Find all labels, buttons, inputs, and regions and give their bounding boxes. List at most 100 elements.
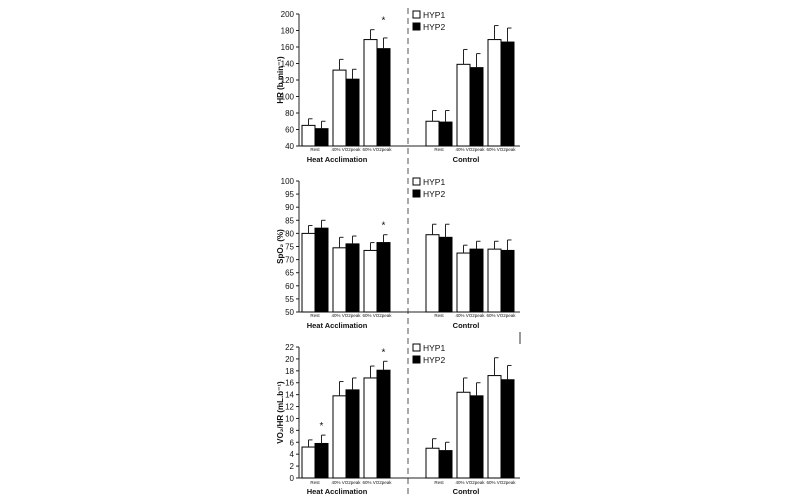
chart-panel-3: 0 2 4 6 8 10 12 14 16 18 20 22 VO₂/HR (mL.b⁻¹) Rest 40… [276,343,520,496]
group-label: Control [453,487,480,496]
y-axis-title: SpO₂ (%) [276,229,285,264]
bar-hyp2 [438,236,453,313]
x-tick-label: Rest [310,480,320,485]
y-tick-label: 80 [285,229,294,238]
y-tick-label: 100 [281,93,295,102]
bar-hyp1 [301,124,316,147]
bar-hyp2 [376,369,391,479]
bar-hyp1 [456,391,471,479]
x-tick-label: Rest [310,147,320,152]
x-tick-label: Rest [434,147,444,152]
x-tick-label: 60% VO2peak [362,147,392,152]
chart-panel-1: 40 60 80 100 120 140 160 180 200 HR (b.min⁻¹) Rest… [276,10,520,164]
y-tick-label: 4 [290,450,295,459]
legend-swatch-hyp2 [412,355,421,364]
significance-asterisk: * [382,221,386,232]
bar-hyp1 [425,120,440,147]
y-tick-label: 2 [290,462,295,471]
bar-hyp1 [456,252,471,313]
group-label: Heat Acclimation [307,321,368,330]
bar-hyp1 [456,63,471,147]
bar-hyp2 [376,242,391,313]
legend-label: HYP2 [423,189,445,199]
bar-hyp2 [500,41,515,147]
y-tick-label: 0 [290,474,295,483]
group-label: Control [453,155,480,164]
y-tick-label: 55 [285,295,294,304]
bar-hyp1 [363,249,378,313]
y-tick-label: 75 [285,243,294,252]
x-tick-label: 60% VO2peak [362,313,392,318]
significance-asterisk: * [382,347,386,358]
significance-asterisk: * [382,16,386,27]
y-tick-label: 70 [285,256,294,265]
x-tick-label: 60% VO2peak [362,480,392,485]
significance-asterisk: * [320,421,324,432]
y-tick-label: 40 [285,142,294,151]
y-tick-label: 12 [285,403,294,412]
x-tick-label: 60% VO2peak [486,480,516,485]
x-tick-label: 40% VO2peak [331,147,361,152]
x-tick-label: 60% VO2peak [486,147,516,152]
y-tick-label: 200 [281,10,295,19]
y-tick-label: 160 [281,43,295,52]
y-tick-label: 90 [285,203,294,212]
bar-hyp1 [301,446,316,479]
bar-hyp2 [469,248,484,313]
y-tick-label: 18 [285,367,294,376]
bar-hyp1 [363,377,378,479]
bar-hyp2 [314,442,329,479]
bar-hyp2 [469,395,484,479]
x-tick-label: 40% VO2peak [455,147,485,152]
y-axis-title: HR (b.min⁻¹) [276,56,285,104]
bar-hyp2 [469,67,484,147]
bar-hyp1 [332,247,347,313]
y-tick-label: 180 [281,27,295,36]
bar-hyp1 [332,395,347,479]
bar-hyp2 [314,227,329,313]
bar-hyp1 [425,447,440,479]
x-tick-label: 60% VO2peak [486,313,516,318]
y-tick-label: 85 [285,216,294,225]
legend-swatch-hyp1 [412,10,421,19]
y-tick-label: 100 [281,177,295,186]
bar-hyp2 [376,48,391,147]
y-tick-label: 8 [290,426,295,435]
y-tick-label: 50 [285,308,294,317]
y-tick-label: 95 [285,190,294,199]
y-tick-label: 22 [285,343,294,352]
legend-label: HYP1 [423,343,445,353]
group-label: Control [453,321,480,330]
legend-label: HYP1 [423,177,445,187]
group-label: Heat Acclimation [307,487,368,496]
bar-hyp1 [487,248,502,313]
legend-label: HYP1 [423,10,445,20]
legend-swatch-hyp1 [412,177,421,186]
legend-swatch-hyp2 [412,22,421,31]
group-label: Heat Acclimation [307,155,368,164]
bar-hyp2 [345,78,360,147]
x-tick-label: 40% VO2peak [331,480,361,485]
bar-hyp2 [500,249,515,313]
bar-hyp1 [363,39,378,147]
bar-hyp2 [500,379,515,479]
bar-hyp1 [332,69,347,147]
bar-hyp2 [438,450,453,479]
x-tick-label: Rest [434,313,444,318]
y-tick-label: 140 [281,60,295,69]
bar-hyp2 [438,121,453,147]
y-tick-label: 60 [285,282,294,291]
x-tick-label: Rest [310,313,320,318]
legend-label: HYP2 [423,355,445,365]
chart-panel-2: 50 55 60 65 70 75 80 85 90 95 100 SpO₂ (%) Rest 40% V… [276,177,520,330]
y-tick-label: 6 [290,438,295,447]
y-tick-label: 60 [285,126,294,135]
bar-hyp2 [345,389,360,479]
y-tick-label: 10 [285,414,294,423]
y-tick-label: 16 [285,379,294,388]
y-tick-label: 80 [285,109,294,118]
bar-hyp1 [487,375,502,479]
bar-hyp2 [345,243,360,313]
x-tick-label: 40% VO2peak [455,480,485,485]
